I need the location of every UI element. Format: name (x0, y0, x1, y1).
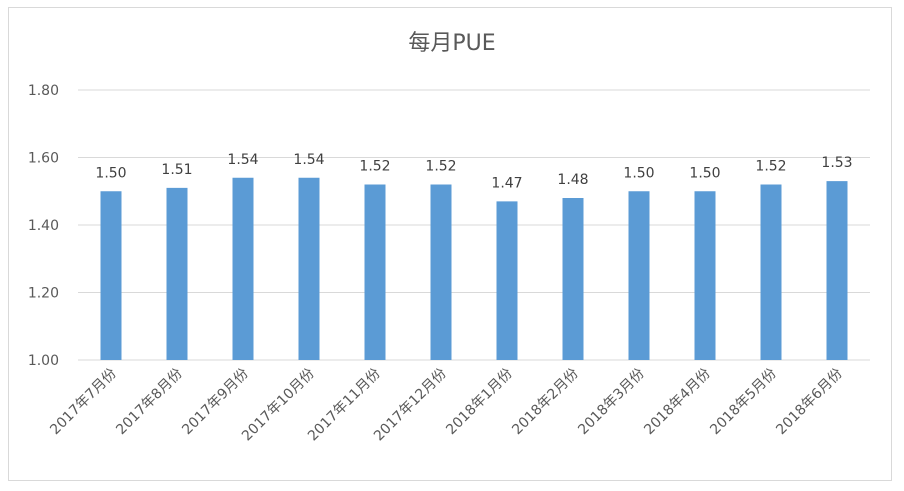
x-tick-label: 2017年9月份 (179, 366, 252, 439)
bar (298, 177, 320, 360)
data-labels: 1.50 1.51 1.54 1.54 1.52 1.52 1.47 1.48 1.50 1.50… (95, 152, 852, 192)
bar (100, 191, 122, 360)
bar (232, 177, 254, 360)
y-tick-label: 1.20 (28, 286, 59, 302)
data-label: 1.48 (557, 172, 588, 188)
data-label: 1.52 (359, 159, 390, 175)
data-label: 1.52 (425, 159, 456, 175)
bar (364, 184, 386, 360)
data-label: 1.50 (689, 165, 720, 181)
data-label: 1.52 (755, 159, 786, 175)
bar (430, 184, 452, 360)
bar (562, 198, 584, 360)
data-label: 1.54 (293, 152, 324, 168)
x-tick-label: 2018年3月份 (575, 366, 648, 439)
y-tick-label: 1.80 (28, 83, 59, 99)
y-tick-label: 1.00 (28, 353, 59, 369)
bar (628, 191, 650, 360)
y-tick-label: 1.60 (28, 151, 59, 167)
bar (496, 201, 518, 360)
y-axis-ticks: 1.00 1.20 1.40 1.60 1.80 (28, 83, 59, 369)
x-tick-label: 2018年5月份 (707, 366, 780, 439)
data-label: 1.51 (161, 162, 192, 178)
data-label: 1.53 (821, 155, 852, 171)
x-tick-label: 2018年6月份 (773, 366, 846, 439)
bar (694, 191, 716, 360)
data-label: 1.50 (95, 165, 126, 181)
x-tick-label: 2018年4月份 (641, 366, 714, 439)
x-axis-labels: 2017年7月份2017年8月份2017年9月份2017年10月份2017年11… (47, 366, 846, 445)
bar (760, 184, 782, 360)
x-tick-label: 2017年7月份 (47, 366, 120, 439)
data-label: 1.47 (491, 175, 522, 191)
bar (166, 187, 188, 360)
x-tick-label: 2018年1月份 (443, 366, 516, 439)
chart-title: 每月PUE (408, 31, 495, 56)
x-tick-label: 2018年2月份 (509, 366, 582, 439)
bar (826, 181, 848, 360)
gridlines (78, 89, 870, 361)
x-tick-label: 2017年8月份 (113, 366, 186, 439)
data-label: 1.54 (227, 152, 258, 168)
data-label: 1.50 (623, 165, 654, 181)
bars (100, 177, 848, 360)
y-tick-label: 1.40 (28, 218, 59, 234)
